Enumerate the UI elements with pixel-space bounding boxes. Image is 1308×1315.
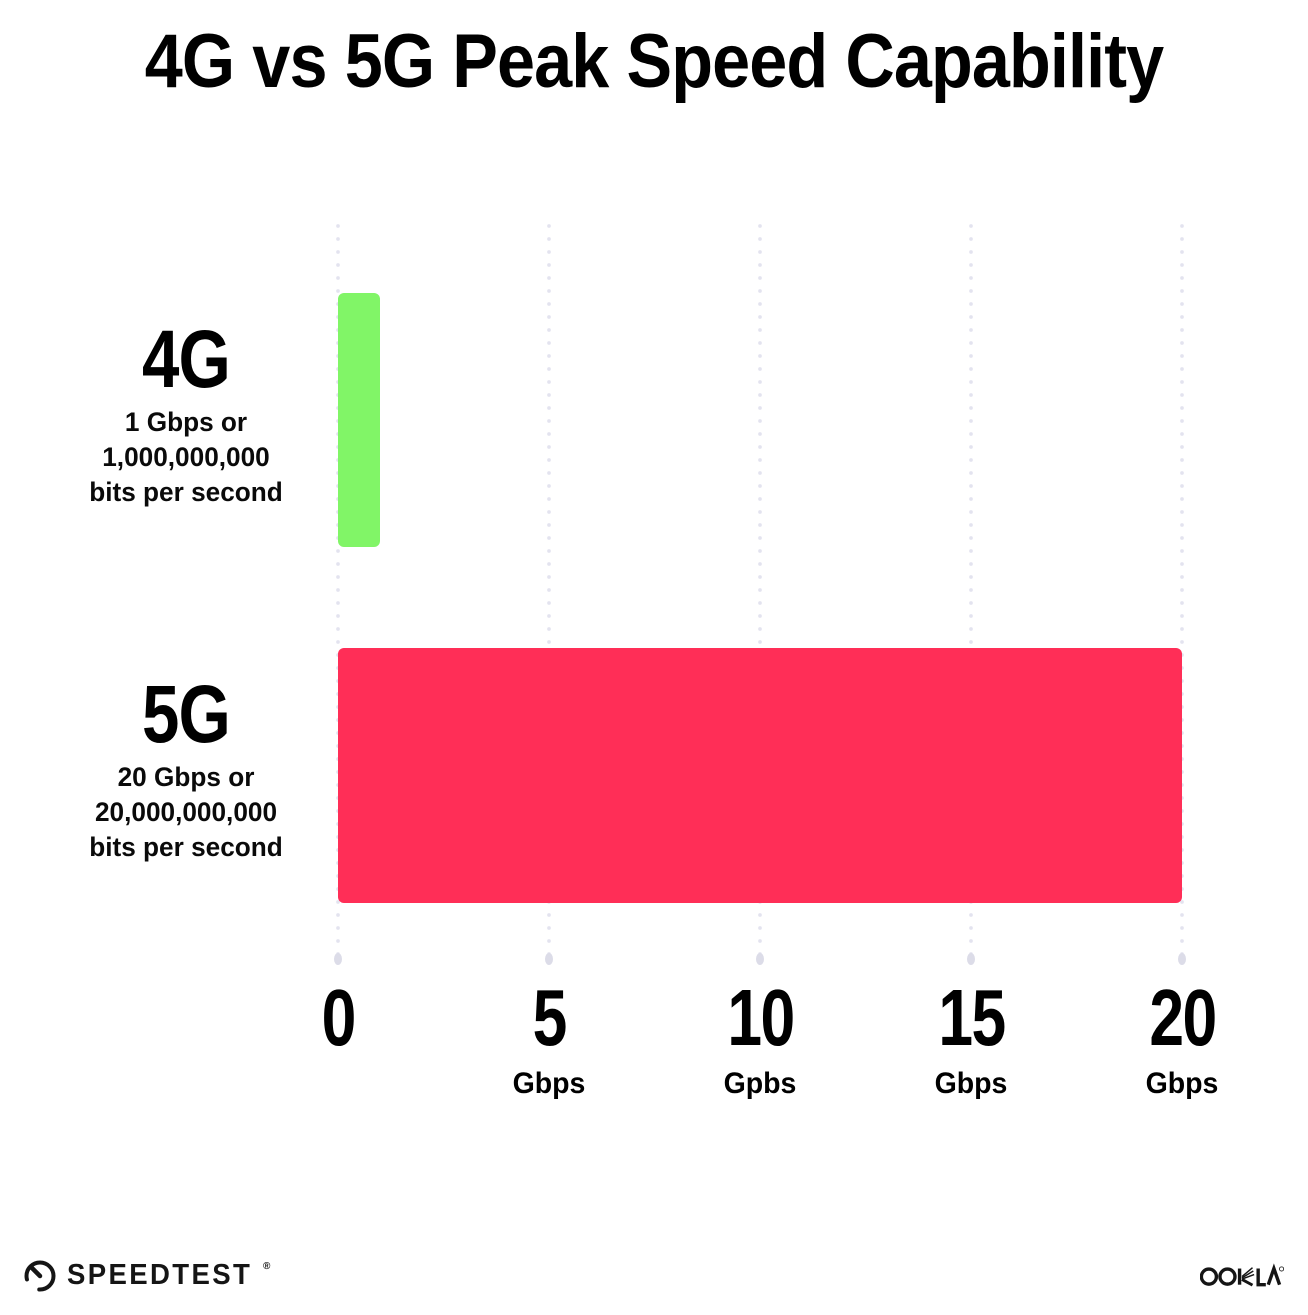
x-tick-unit: Gbps xyxy=(512,1067,586,1100)
category-sublabel-line: 1,000,000,000 xyxy=(102,441,270,472)
category-label-4g: 4G 1 Gbps or 1,000,000,000 bits per seco… xyxy=(30,314,342,510)
ookla-logo xyxy=(1200,1261,1284,1289)
x-axis-ticks: 0 5 Gbps 10 Gpbs 15 Gbps 20 Gbps xyxy=(321,973,1218,1108)
category-sublabel-line: 20 Gbps or xyxy=(117,761,255,792)
category-sublabel-line: 1 Gbps or xyxy=(124,406,248,437)
speedtest-gauge-icon xyxy=(24,1260,56,1292)
speedtest-logo: SPEEDTEST ® xyxy=(22,1257,270,1293)
registered-mark: ® xyxy=(262,1261,271,1272)
speedtest-wordmark: SPEEDTEST xyxy=(67,1259,253,1291)
footer: SPEEDTEST ® xyxy=(22,1255,1284,1295)
category-name-4g: 4G xyxy=(141,314,231,405)
x-tick-value: 20 xyxy=(1148,973,1217,1062)
gridline-end-dot xyxy=(545,953,553,965)
gridlines xyxy=(334,222,1186,965)
gridline-end-dot xyxy=(756,953,764,965)
plot-area xyxy=(334,222,1186,965)
gridline xyxy=(545,222,553,965)
category-sublabel-line: bits per second xyxy=(89,831,283,862)
bar-5g xyxy=(338,648,1182,903)
x-tick-unit: Gbps xyxy=(1145,1067,1219,1100)
gridline-end-dot xyxy=(967,953,975,965)
x-tick-unit: Gbps xyxy=(934,1067,1008,1100)
x-tick-value: 15 xyxy=(937,973,1006,1062)
x-tick-10: 10 Gpbs xyxy=(650,973,870,1101)
x-tick-value: 10 xyxy=(726,973,795,1062)
x-tick-unit: Gpbs xyxy=(723,1067,797,1100)
x-tick-value: 0 xyxy=(321,973,356,1062)
gridline-end-dot xyxy=(1178,953,1186,965)
x-tick-5: 5 Gbps xyxy=(439,973,659,1101)
category-sublabel-line: bits per second xyxy=(89,476,283,507)
chart-title: 4G vs 5G Peak Speed Capability xyxy=(144,19,1164,104)
category-name-5g: 5G xyxy=(141,669,231,760)
category-label-5g: 5G 20 Gbps or 20,000,000,000 bits per se… xyxy=(30,669,342,865)
ookla-wordmark-icon xyxy=(1200,1263,1284,1287)
category-sublabel-line: 20,000,000,000 xyxy=(94,796,278,827)
gridline xyxy=(334,222,342,965)
x-tick-value: 5 xyxy=(532,973,567,1062)
x-tick-0: 0 xyxy=(228,978,448,1058)
x-tick-15: 15 Gbps xyxy=(861,973,1081,1101)
gridline xyxy=(756,222,764,965)
gridline-end-dot xyxy=(334,953,342,965)
x-tick-20: 20 Gbps xyxy=(1072,973,1292,1101)
bar-4g xyxy=(338,293,381,547)
gridline xyxy=(967,222,975,965)
gridline xyxy=(1178,222,1186,965)
